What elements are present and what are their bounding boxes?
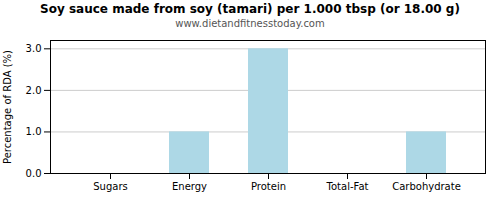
svg-text:1.0: 1.0 xyxy=(26,126,42,137)
svg-text:Sugars: Sugars xyxy=(93,181,127,192)
svg-text:Energy: Energy xyxy=(172,181,207,192)
svg-text:Percentage of RDA (%): Percentage of RDA (%) xyxy=(2,50,13,164)
svg-text:2.0: 2.0 xyxy=(26,85,42,96)
svg-text:0.0: 0.0 xyxy=(26,168,42,179)
html-text:www.dietandfitnesstoday.com: www.dietandfitnesstoday.com xyxy=(175,18,325,29)
svg-text:Protein: Protein xyxy=(251,181,286,192)
svg-text:Carbohydrate: Carbohydrate xyxy=(392,181,461,192)
svg-text:3.0: 3.0 xyxy=(26,43,42,54)
svg-text:Total-Fat: Total-Fat xyxy=(326,181,369,192)
html-text:Soy sauce made from soy (tamar: Soy sauce made from soy (tamari) per 1.0… xyxy=(40,2,460,16)
